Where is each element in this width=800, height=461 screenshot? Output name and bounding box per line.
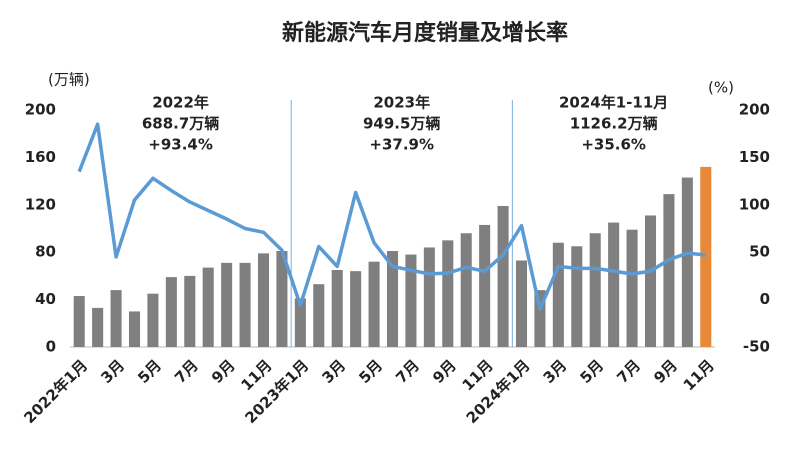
bar [608, 222, 620, 347]
bar [571, 246, 583, 347]
annotation: 2022年 [152, 94, 209, 112]
bar [92, 307, 104, 347]
bar [589, 233, 601, 347]
x-tick-label: 11月 [680, 356, 718, 394]
x-tick-label: 7月 [171, 356, 202, 387]
bar [202, 267, 214, 347]
y2-tick-label: 0 [760, 290, 770, 308]
bar [515, 260, 528, 347]
bar [386, 251, 399, 347]
bar [479, 224, 491, 347]
bar [350, 271, 362, 347]
y2-tick-label: 150 [739, 148, 770, 166]
x-tick-label: 3月 [97, 356, 128, 387]
bar [313, 284, 325, 347]
chart-title: 新能源汽车月度销量及增长率 [282, 20, 568, 46]
bar [644, 215, 657, 347]
annotation: +93.4% [148, 136, 213, 154]
y2-axis-label: (%) [708, 79, 734, 97]
bar [184, 275, 196, 347]
y2-tick-label: 100 [739, 195, 770, 213]
bar [663, 194, 675, 347]
bar [257, 253, 270, 347]
y-tick-label: 120 [25, 195, 56, 213]
bar [497, 205, 509, 347]
y-tick-label: 40 [35, 290, 56, 308]
bar [423, 247, 435, 347]
bar [221, 262, 233, 347]
y-tick-label: 80 [35, 243, 56, 261]
bar [442, 240, 454, 347]
bar [276, 251, 288, 347]
bar [110, 290, 122, 347]
bar [331, 269, 343, 347]
annotation: 949.5万辆 [363, 115, 440, 133]
bar [147, 293, 159, 347]
x-tick-label: 5月 [134, 356, 165, 387]
x-tick-label: 9月 [208, 356, 239, 387]
x-tick-label: 5月 [577, 356, 608, 387]
y-tick-label: 0 [46, 338, 56, 356]
x-tick-label: 9月 [429, 356, 460, 387]
annotation: 1126.2万辆 [570, 115, 658, 133]
bar [405, 254, 417, 347]
x-tick-label: 2022年1月 [20, 356, 91, 427]
bar [681, 177, 693, 347]
x-tick-label: 3月 [319, 356, 350, 387]
x-tick-label: 7月 [392, 356, 423, 387]
x-tick-label: 7月 [613, 356, 644, 387]
annotation: +35.6% [581, 136, 646, 154]
x-tick-label: 9月 [650, 356, 681, 387]
bar [294, 298, 306, 347]
y-tick-label: 200 [25, 101, 56, 119]
y-axis-label: (万辆) [48, 71, 90, 89]
y2-tick-label: 200 [739, 101, 770, 119]
annotation: 688.7万辆 [142, 115, 219, 133]
bar [626, 229, 638, 347]
growth-line [77, 122, 706, 311]
annotation: 2024年1-11月 [559, 94, 668, 112]
bar [239, 262, 251, 347]
annotation: 2023年 [373, 94, 430, 112]
bar [534, 290, 546, 347]
bar [165, 277, 177, 347]
bar [552, 242, 564, 347]
y-tick-label: 160 [25, 148, 56, 166]
bar [368, 261, 380, 347]
y2-tick-label: -50 [743, 338, 770, 356]
bar [700, 166, 712, 347]
x-tick-label: 5月 [355, 356, 386, 387]
bar [73, 296, 85, 347]
x-tick-label: 3月 [540, 356, 571, 387]
bar [128, 311, 141, 347]
annotation: +37.9% [369, 136, 434, 154]
y2-tick-label: 50 [749, 243, 770, 261]
bar [460, 233, 472, 347]
